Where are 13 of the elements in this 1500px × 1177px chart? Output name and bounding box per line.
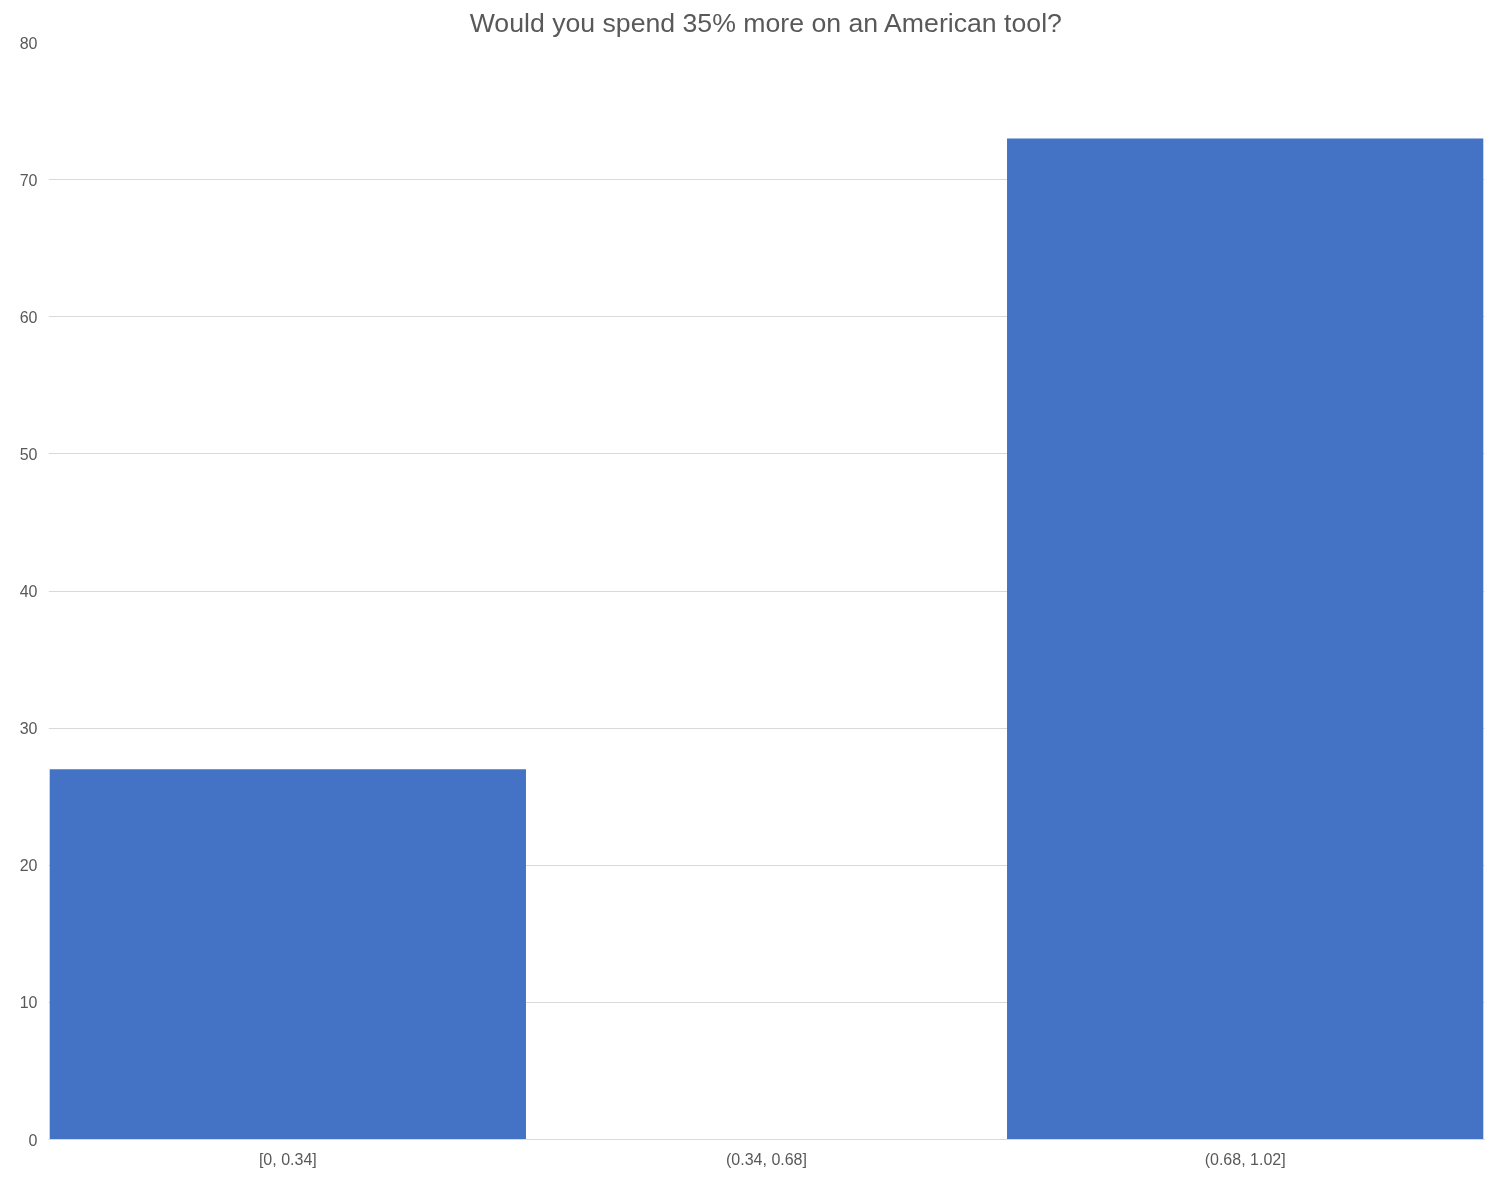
y-tick-label: 30	[19, 720, 38, 738]
y-tick-label: 10	[19, 994, 38, 1012]
chart-title: Would you spend 35% more on an American tool?	[469, 7, 1062, 38]
y-tick-label: 50	[19, 445, 38, 463]
y-tick-label: 80	[19, 34, 38, 52]
x-tick-label: [0, 0.34]	[258, 1150, 317, 1168]
x-tick-label: (0.34, 0.68]	[726, 1150, 807, 1168]
x-tick-label: (0.68, 1.02]	[1204, 1150, 1286, 1168]
y-tick-label: 20	[19, 857, 38, 875]
y-tick-label: 0	[28, 1131, 38, 1149]
y-tick-label: 40	[19, 583, 38, 600]
y-tick-label: 60	[19, 308, 38, 326]
y-tick-label: 70	[19, 171, 38, 189]
